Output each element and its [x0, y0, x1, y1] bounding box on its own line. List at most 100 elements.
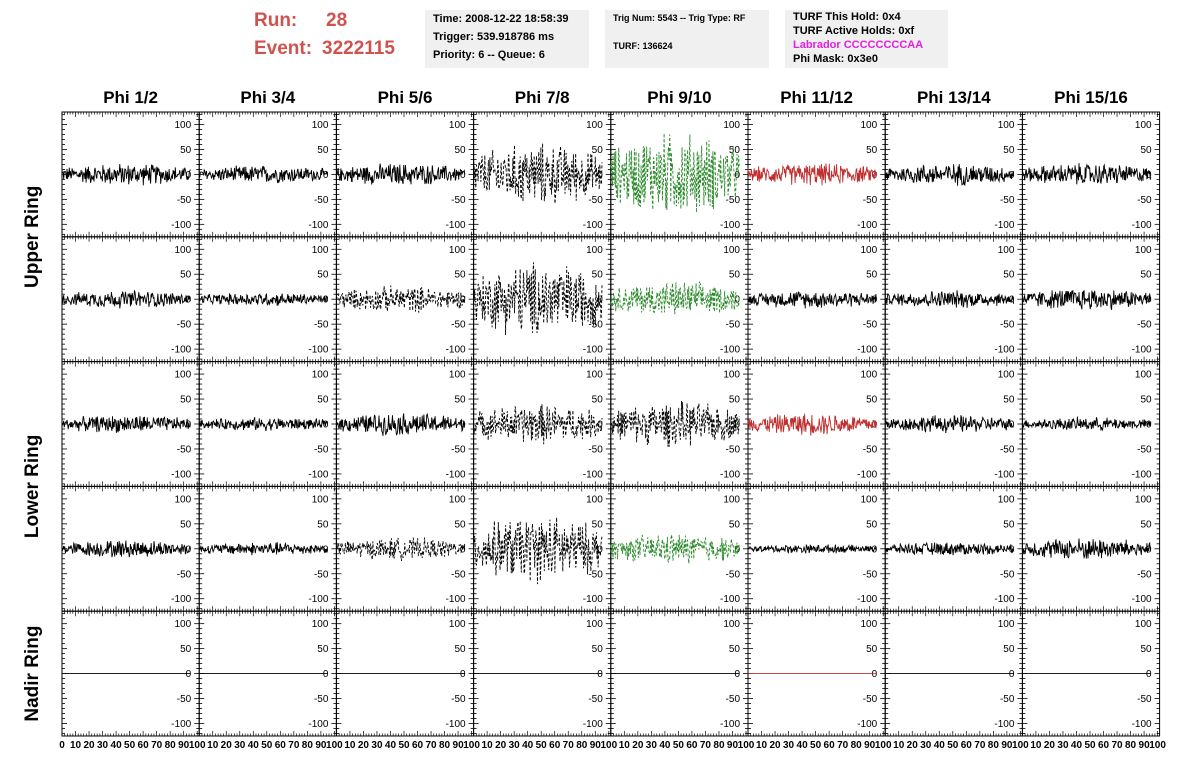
y-tick-label: 100 — [723, 245, 740, 256]
y-tick-label: 0 — [734, 170, 740, 181]
y-tick-label: -50 — [314, 444, 329, 455]
y-tick-label: 100 — [175, 245, 192, 256]
y-tick-label: 0 — [460, 544, 466, 555]
y-tick-label: -100 — [994, 345, 1014, 356]
column-title: Phi 7/8 — [515, 88, 570, 107]
column-title: Phi 13/14 — [917, 88, 991, 107]
y-tick-label: 50 — [1140, 270, 1152, 281]
y-tick-label: 50 — [1003, 270, 1015, 281]
y-tick-label: 50 — [454, 145, 466, 156]
y-tick-label: -50 — [177, 195, 192, 206]
y-tick-label: -50 — [177, 320, 192, 331]
y-tick-label: 0 — [872, 544, 878, 555]
y-tick-label: -100 — [583, 220, 603, 231]
y-tick-label: -50 — [588, 444, 603, 455]
y-tick-label: -50 — [451, 320, 466, 331]
y-tick-label: -50 — [314, 195, 329, 206]
waveform-trace — [199, 165, 329, 184]
y-tick-label: -100 — [1132, 469, 1152, 480]
y-tick-label: 50 — [1003, 145, 1015, 156]
y-tick-label: -100 — [583, 594, 603, 605]
waveform-trace — [473, 262, 603, 336]
run-event-box: Run: 28 Event: 3222115 — [250, 8, 415, 66]
y-tick-label: -50 — [1000, 444, 1015, 455]
priority-text: Priority: 6 -- Queue: 6 — [433, 49, 545, 61]
y-tick-label: -100 — [308, 220, 328, 231]
y-tick-label: -100 — [171, 345, 191, 356]
y-tick-label: 50 — [317, 270, 329, 281]
trig-num-panel: Trig Num: 5543 -- Trig Type: RF TURF: 13… — [605, 10, 769, 68]
y-tick-label: 50 — [180, 519, 192, 530]
waveform-trace — [473, 143, 603, 204]
labrador-text: Labrador CCCCCCCCAA — [793, 39, 924, 51]
y-tick-label: 100 — [449, 494, 466, 505]
turf-text: TURF: 136624 — [613, 41, 673, 51]
waveform-trace — [610, 534, 740, 564]
y-tick-label: 50 — [180, 270, 192, 281]
trigger-text: Trigger: 539.918786 ms — [433, 31, 555, 43]
y-tick-label: 0 — [872, 295, 878, 306]
y-tick-label: 100 — [861, 494, 878, 505]
y-tick-label: -100 — [994, 594, 1014, 605]
y-tick-label: -50 — [1137, 320, 1152, 331]
y-tick-label: 50 — [729, 270, 741, 281]
y-tick-label: 50 — [729, 395, 741, 406]
y-tick-label: -100 — [171, 594, 191, 605]
y-tick-label: 100 — [175, 370, 192, 381]
y-tick-label: -100 — [720, 469, 740, 480]
y-tick-label: 100 — [723, 120, 740, 131]
y-tick-label: 100 — [586, 494, 603, 505]
y-tick-label: -50 — [726, 195, 741, 206]
event-label: Event: — [254, 38, 313, 59]
y-tick-label: -50 — [314, 320, 329, 331]
y-tick-label: 50 — [866, 270, 878, 281]
waveform-trace — [61, 540, 191, 558]
y-tick-label: -50 — [863, 195, 878, 206]
waveform-trace — [336, 537, 466, 562]
y-tick-label: 50 — [317, 395, 329, 406]
y-tick-label: 50 — [866, 395, 878, 406]
y-tick-label: 50 — [454, 395, 466, 406]
y-tick-label: -50 — [588, 320, 603, 331]
waveform-trace — [473, 404, 603, 445]
y-tick-label: -50 — [1000, 195, 1015, 206]
y-tick-label: 100 — [449, 120, 466, 131]
y-tick-label: -50 — [314, 569, 329, 580]
y-tick-label: 100 — [175, 120, 192, 131]
y-tick-label: -50 — [726, 569, 741, 580]
time-trigger-panel: Time: 2008-12-22 18:58:39 Trigger: 539.9… — [425, 10, 589, 68]
y-tick-label: -50 — [451, 444, 466, 455]
y-tick-label: -50 — [177, 569, 192, 580]
y-tick-label: 100 — [449, 370, 466, 381]
y-tick-label: -100 — [857, 469, 877, 480]
y-tick-label: 100 — [449, 245, 466, 256]
y-tick-label: 50 — [866, 145, 878, 156]
y-tick-label: 100 — [1135, 120, 1152, 131]
y-tick-label: 50 — [592, 519, 604, 530]
event-value: 3222115 — [322, 38, 395, 59]
waveform-trace — [610, 133, 740, 213]
y-tick-label: 50 — [180, 395, 192, 406]
waveform-trace — [610, 281, 740, 315]
turf-active-holds-text: TURF Active Holds: 0xf — [793, 25, 915, 37]
y-tick-label: -100 — [857, 594, 877, 605]
y-tick-label: -100 — [1132, 345, 1152, 356]
y-tick-label: 0 — [186, 295, 192, 306]
waveform-trace — [198, 293, 329, 306]
y-tick-label: 100 — [723, 494, 740, 505]
y-tick-label: -100 — [446, 594, 466, 605]
waveform-trace — [884, 541, 1014, 556]
y-tick-label: 50 — [180, 145, 192, 156]
y-tick-label: -50 — [588, 569, 603, 580]
column-title: Phi 5/6 — [378, 88, 433, 107]
y-tick-label: -100 — [583, 345, 603, 356]
y-tick-label: 0 — [1146, 170, 1152, 181]
y-tick-label: 50 — [729, 145, 741, 156]
turf-panel: TURF This Hold: 0x4 TURF Active Holds: 0… — [785, 10, 948, 68]
y-tick-label: -50 — [726, 444, 741, 455]
y-tick-label: 100 — [723, 370, 740, 381]
y-tick-label: 100 — [586, 120, 603, 131]
turf-this-hold-text: TURF This Hold: 0x4 — [793, 11, 901, 23]
y-tick-label: -100 — [171, 220, 191, 231]
